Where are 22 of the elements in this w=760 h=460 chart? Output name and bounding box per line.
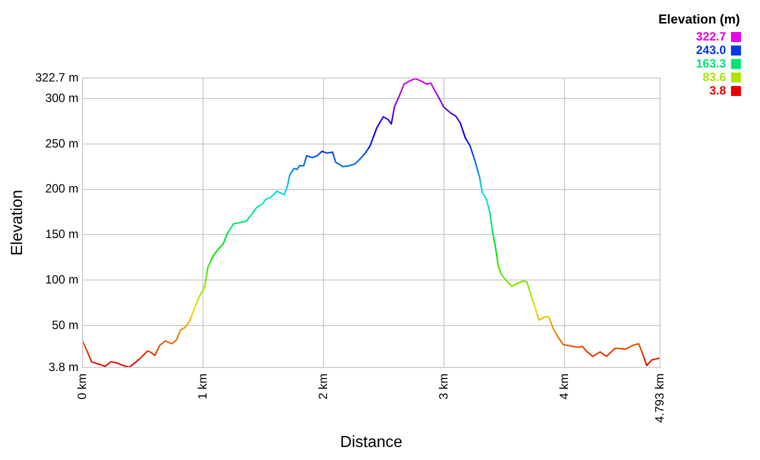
color-bar-label: 322.7: [696, 29, 726, 44]
color-bar-label: 3.8: [709, 83, 726, 98]
y-tick-label: 3.8 m: [48, 360, 79, 374]
y-tick-label: 300 m: [45, 90, 79, 105]
y-tick-label: 50 m: [52, 318, 79, 332]
x-tick-label: 4.793 km: [652, 373, 666, 423]
color-bar-label: 83.6: [702, 70, 726, 84]
y-tick-label: 150 m: [45, 227, 79, 242]
x-tick-label: 2 km: [316, 373, 330, 400]
x-tick-label: 4 km: [556, 373, 571, 400]
y-tick-label: 200 m: [45, 182, 79, 196]
y-tick-label: 250 m: [45, 136, 79, 150]
color-bar-label: 163.3: [696, 56, 726, 70]
x-axis-title: Distance: [340, 434, 403, 451]
y-tick-label: 100 m: [45, 272, 79, 286]
y-tick-label: 322.7 m: [35, 70, 79, 84]
x-tick-label: 3 km: [436, 373, 450, 400]
x-tick-label: 0 km: [74, 373, 89, 400]
x-tick-label: 1 km: [195, 373, 210, 400]
color-bar-label: 243.0: [696, 42, 726, 57]
legend-title: Elevation (m): [658, 12, 740, 27]
y-axis-title: Elevation: [9, 190, 26, 256]
